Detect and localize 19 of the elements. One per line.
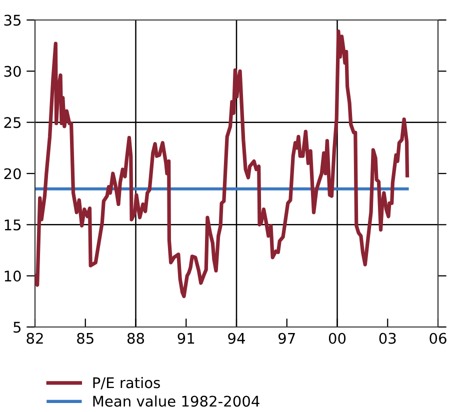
legend-label: P/E ratios (93, 376, 160, 390)
x-tick-label: 91 (178, 332, 194, 344)
y-tick-label: 10 (4, 270, 21, 282)
y-tick-label: 15 (4, 220, 21, 230)
x-tick-label: 88 (127, 332, 144, 344)
x-tick-label: 82 (26, 332, 43, 344)
x-tick-label: 97 (278, 332, 295, 344)
y-tick-label: 20 (4, 168, 21, 180)
y-tick-label: 25 (4, 117, 21, 128)
legend-label: Mean value 1982-2004 (93, 395, 260, 407)
y-tick-label: 35 (4, 14, 21, 26)
x-tick-label: 00 (328, 332, 346, 344)
y-tick-label: 30 (4, 66, 21, 77)
x-tick-label: 03 (379, 332, 396, 344)
line-series (35, 29, 410, 298)
x-tick-label: 06 (430, 332, 446, 344)
y-tick-label: 5 (14, 322, 21, 333)
x-tick-label: 94 (228, 332, 245, 344)
x-tick-label: 85 (77, 332, 94, 344)
